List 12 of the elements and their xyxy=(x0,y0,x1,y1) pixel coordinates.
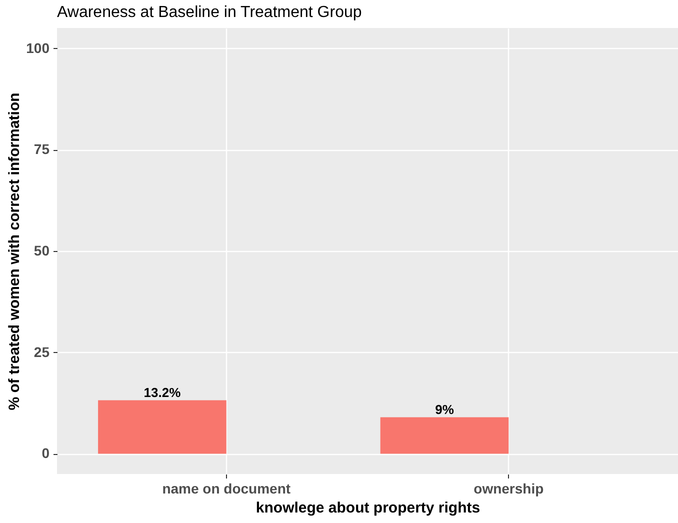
x-tick-label: ownership xyxy=(474,480,544,496)
y-tick-label: 75 xyxy=(34,141,50,158)
y-axis-title: % of treated women with correct information xyxy=(6,92,24,410)
x-tick-label: name on document xyxy=(162,480,291,496)
data-label: 13.2% xyxy=(144,385,182,400)
data-label: 9% xyxy=(435,402,454,418)
y-tick-label: 50 xyxy=(34,242,50,258)
y-tick-label: 100 xyxy=(26,40,50,56)
chart-title: Awareness at Baseline in Treatment Group xyxy=(57,4,362,21)
x-axis-title: knowlege about property rights xyxy=(256,500,480,516)
y-tick-label: 25 xyxy=(34,344,50,360)
y-tick-label: 0 xyxy=(42,445,50,462)
